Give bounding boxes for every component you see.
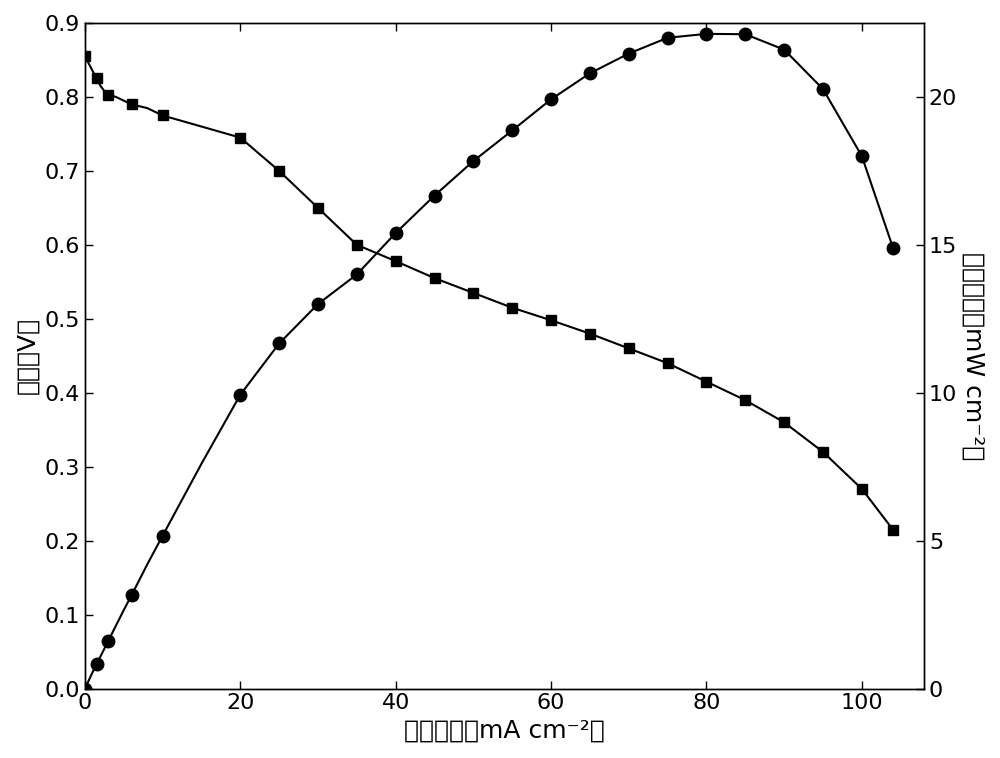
Y-axis label: 功率密度（mW cm⁻²）: 功率密度（mW cm⁻²） [961, 252, 985, 460]
Y-axis label: 电压（V）: 电压（V） [15, 318, 39, 394]
X-axis label: 电流密度（mA cm⁻²）: 电流密度（mA cm⁻²） [404, 719, 605, 743]
